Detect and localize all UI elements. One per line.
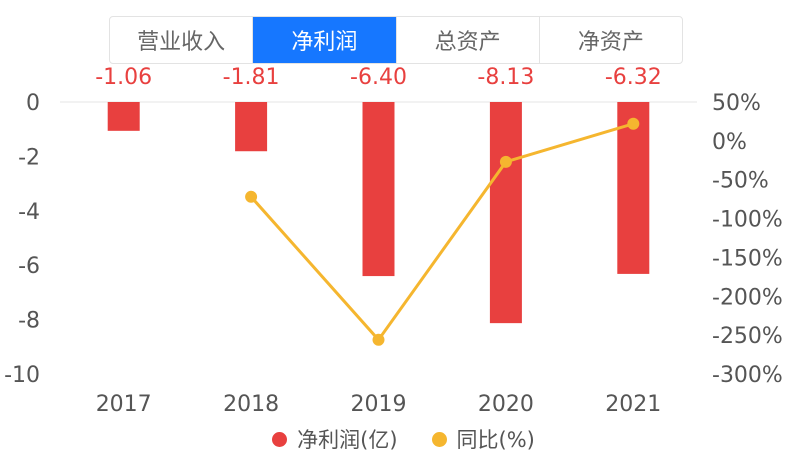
bar — [489, 102, 522, 324]
yoy-point — [245, 190, 258, 203]
net-profit-legend-dot — [272, 431, 288, 447]
bar-data-label: -8.13 — [477, 65, 534, 90]
tab-total-assets[interactable]: 总资产 — [397, 17, 540, 63]
right-axis-tick: -150% — [712, 246, 783, 271]
yoy-legend-dot — [431, 431, 447, 447]
bar-data-label: -1.06 — [95, 65, 152, 90]
left-axis-tick: 0 — [26, 91, 40, 116]
yoy-line — [249, 122, 634, 343]
left-axis-tick: -2 — [18, 145, 40, 170]
metric-tabs: 营业收入 净利润 总资产 净资产 — [109, 16, 683, 64]
right-axis-tick: 0% — [712, 130, 747, 155]
yoy-point — [372, 333, 385, 346]
tab-net-assets[interactable]: 净资产 — [577, 30, 644, 55]
left-axis-tick: -8 — [18, 309, 40, 334]
chart-legend: 净利润(亿) 同比(%) — [0, 424, 807, 454]
left-axis-tick: -10 — [4, 363, 40, 388]
bar-data-label: -6.32 — [605, 65, 662, 90]
right-axis-tick: -50% — [712, 169, 769, 194]
x-axis-tick: 2021 — [605, 392, 661, 417]
bar-data-label: -1.81 — [223, 65, 280, 90]
right-axis-tick: 50% — [712, 91, 761, 116]
x-axis-tick: 2020 — [478, 392, 534, 417]
legend-item-net-profit[interactable]: 净利润(亿) — [272, 424, 398, 454]
tab-net-profit[interactable]: 净利润 — [253, 17, 397, 63]
right-axis-tick: -250% — [712, 324, 783, 349]
legend-label-yoy: 同比(%) — [456, 428, 535, 452]
bar — [235, 102, 268, 152]
right-axis-tick: -200% — [712, 285, 783, 310]
legend-item-yoy[interactable]: 同比(%) — [431, 424, 535, 454]
tab-revenue[interactable]: 营业收入 — [110, 17, 254, 63]
x-axis-tick: 2017 — [96, 392, 152, 417]
bar-data-label: -6.40 — [350, 65, 407, 90]
net-profit-chart: 0 -2 -4 -6 -8 -10 50% 0% -50% -100% -150% -200% -250… — [4, 65, 783, 417]
bar — [107, 102, 140, 131]
left-axis-tick: -6 — [18, 254, 40, 279]
x-axis-tick: 2018 — [223, 392, 279, 417]
bar — [617, 102, 650, 274]
x-axis-tick: 2019 — [351, 392, 407, 417]
yoy-point — [499, 155, 512, 168]
legend-label-net-profit: 净利润(亿) — [297, 428, 398, 452]
left-axis-tick: -4 — [18, 200, 40, 225]
yoy-point — [627, 117, 640, 130]
bar — [362, 102, 395, 277]
right-axis-tick: -100% — [712, 208, 783, 233]
right-axis-tick: -300% — [712, 363, 783, 388]
